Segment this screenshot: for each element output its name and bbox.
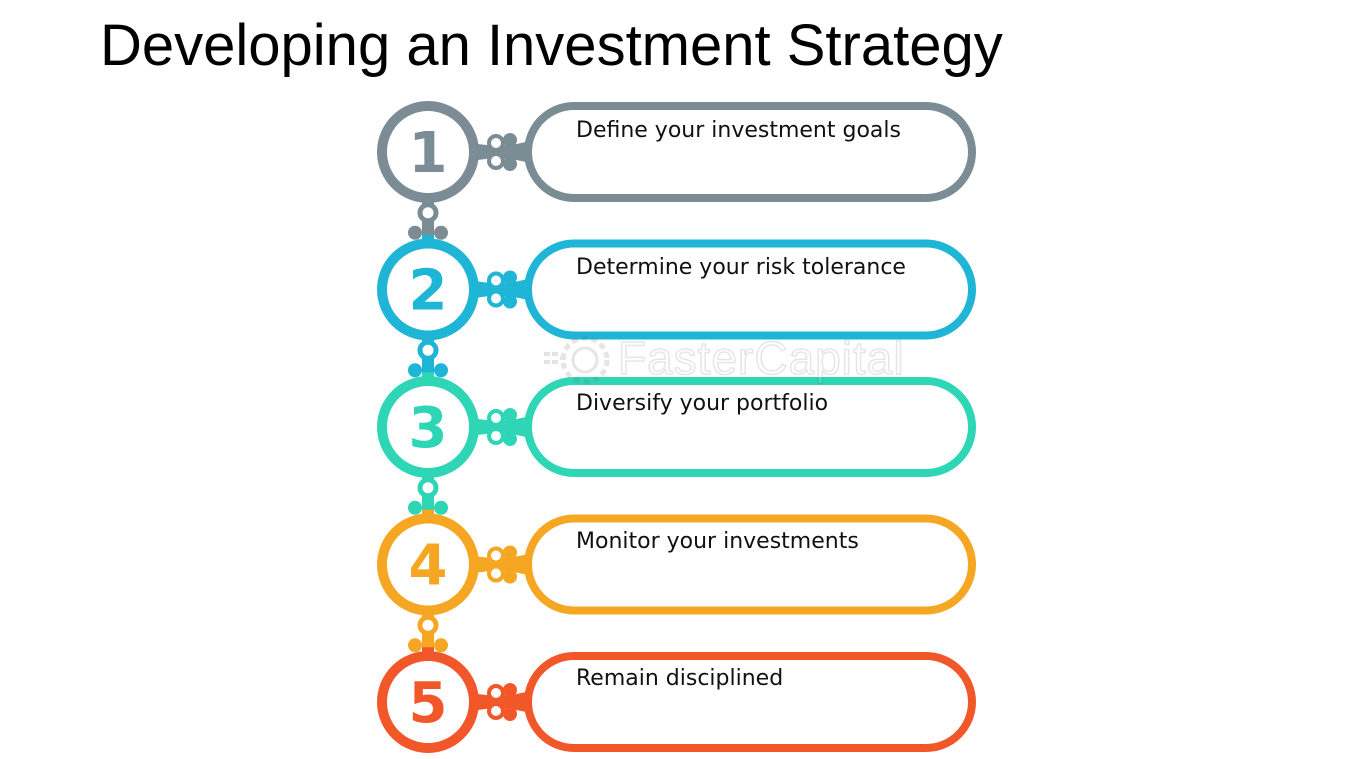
step-pill	[524, 377, 976, 477]
link-dot	[503, 270, 517, 285]
link-knob	[487, 409, 505, 427]
step-number: 3	[409, 396, 448, 461]
step-number: 1	[409, 121, 448, 186]
link-dot	[503, 707, 517, 721]
connector-dot	[434, 500, 448, 515]
watermark-text: FasterCapital	[617, 331, 905, 385]
link-knob	[487, 684, 505, 702]
step-label-4: Monitor your investments	[576, 529, 859, 554]
step-label-5: Remain disciplined	[576, 666, 784, 691]
link-dot	[503, 157, 517, 171]
link-knob	[487, 271, 505, 290]
step-pill	[524, 102, 976, 202]
link-knob	[487, 564, 505, 583]
step-label-2: Determine your risk tolerance	[576, 255, 906, 280]
step-4: 4	[377, 513, 976, 616]
gear-logo-icon	[544, 335, 610, 385]
step-2: 2	[377, 238, 976, 341]
step-number: 4	[409, 534, 448, 599]
step-shapes: 1 2 3 4 5	[377, 101, 976, 753]
vertical-connector	[408, 335, 448, 381]
vertical-connector	[408, 473, 448, 519]
vertical-connector	[408, 610, 448, 656]
connector-knob	[417, 614, 439, 636]
step-label-1: Define your investment goals	[576, 118, 901, 143]
link-dot	[503, 408, 517, 422]
link-knob	[487, 702, 505, 720]
step-circle	[377, 101, 479, 203]
step-circle	[377, 513, 479, 616]
link-dot	[503, 545, 517, 560]
step-1: 1	[377, 101, 976, 203]
step-circle	[377, 238, 479, 341]
connector-dot	[408, 363, 422, 378]
step-5: 5	[377, 651, 976, 753]
link-knob	[487, 546, 505, 565]
vertical-connector	[408, 198, 448, 244]
step-3: 3	[377, 376, 976, 478]
step-number: 2	[409, 259, 448, 324]
connector-dot	[408, 500, 422, 515]
link-dot	[503, 683, 517, 697]
page-title: Developing an Investment Strategy	[100, 13, 1003, 78]
connector-knob	[417, 202, 439, 224]
step-pill	[524, 239, 976, 340]
link-knob	[487, 427, 505, 445]
link-knob	[487, 152, 505, 170]
connector-knob	[417, 477, 439, 499]
link-dot	[503, 133, 517, 147]
link-dot	[503, 432, 517, 446]
link-dot	[503, 569, 517, 584]
step-pill	[524, 652, 976, 752]
step-circle	[377, 376, 479, 478]
link-dot	[503, 294, 517, 309]
connector-dot	[434, 638, 448, 653]
step-pill	[524, 514, 976, 615]
link-knob	[487, 134, 505, 152]
connector-dot	[408, 225, 422, 240]
step-circle	[377, 651, 479, 753]
step-number: 5	[409, 671, 448, 736]
connector-knob	[417, 339, 439, 361]
connector-dot	[434, 225, 448, 240]
step-label-3: Diversify your portfolio	[576, 391, 829, 416]
link-knob	[487, 289, 505, 308]
connector-dot	[408, 638, 422, 653]
watermark: FasterCapital	[540, 330, 920, 390]
connector-dot	[434, 363, 448, 378]
